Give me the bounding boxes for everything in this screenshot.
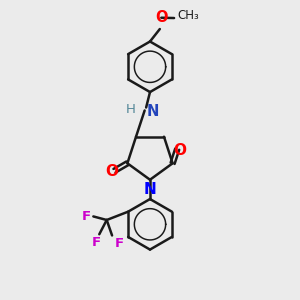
Text: H: H — [125, 103, 135, 116]
Text: F: F — [114, 237, 124, 250]
Text: O: O — [106, 164, 118, 179]
Text: F: F — [92, 236, 101, 249]
Text: O: O — [173, 143, 186, 158]
Text: F: F — [82, 210, 91, 223]
Text: N: N — [147, 103, 159, 118]
Text: CH₃: CH₃ — [178, 10, 200, 22]
Text: O: O — [155, 11, 167, 26]
Text: N: N — [144, 182, 156, 196]
